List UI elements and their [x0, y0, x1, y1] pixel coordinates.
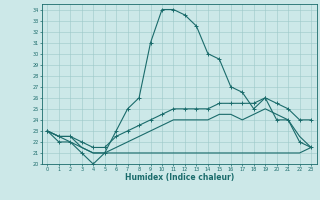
- X-axis label: Humidex (Indice chaleur): Humidex (Indice chaleur): [124, 173, 234, 182]
